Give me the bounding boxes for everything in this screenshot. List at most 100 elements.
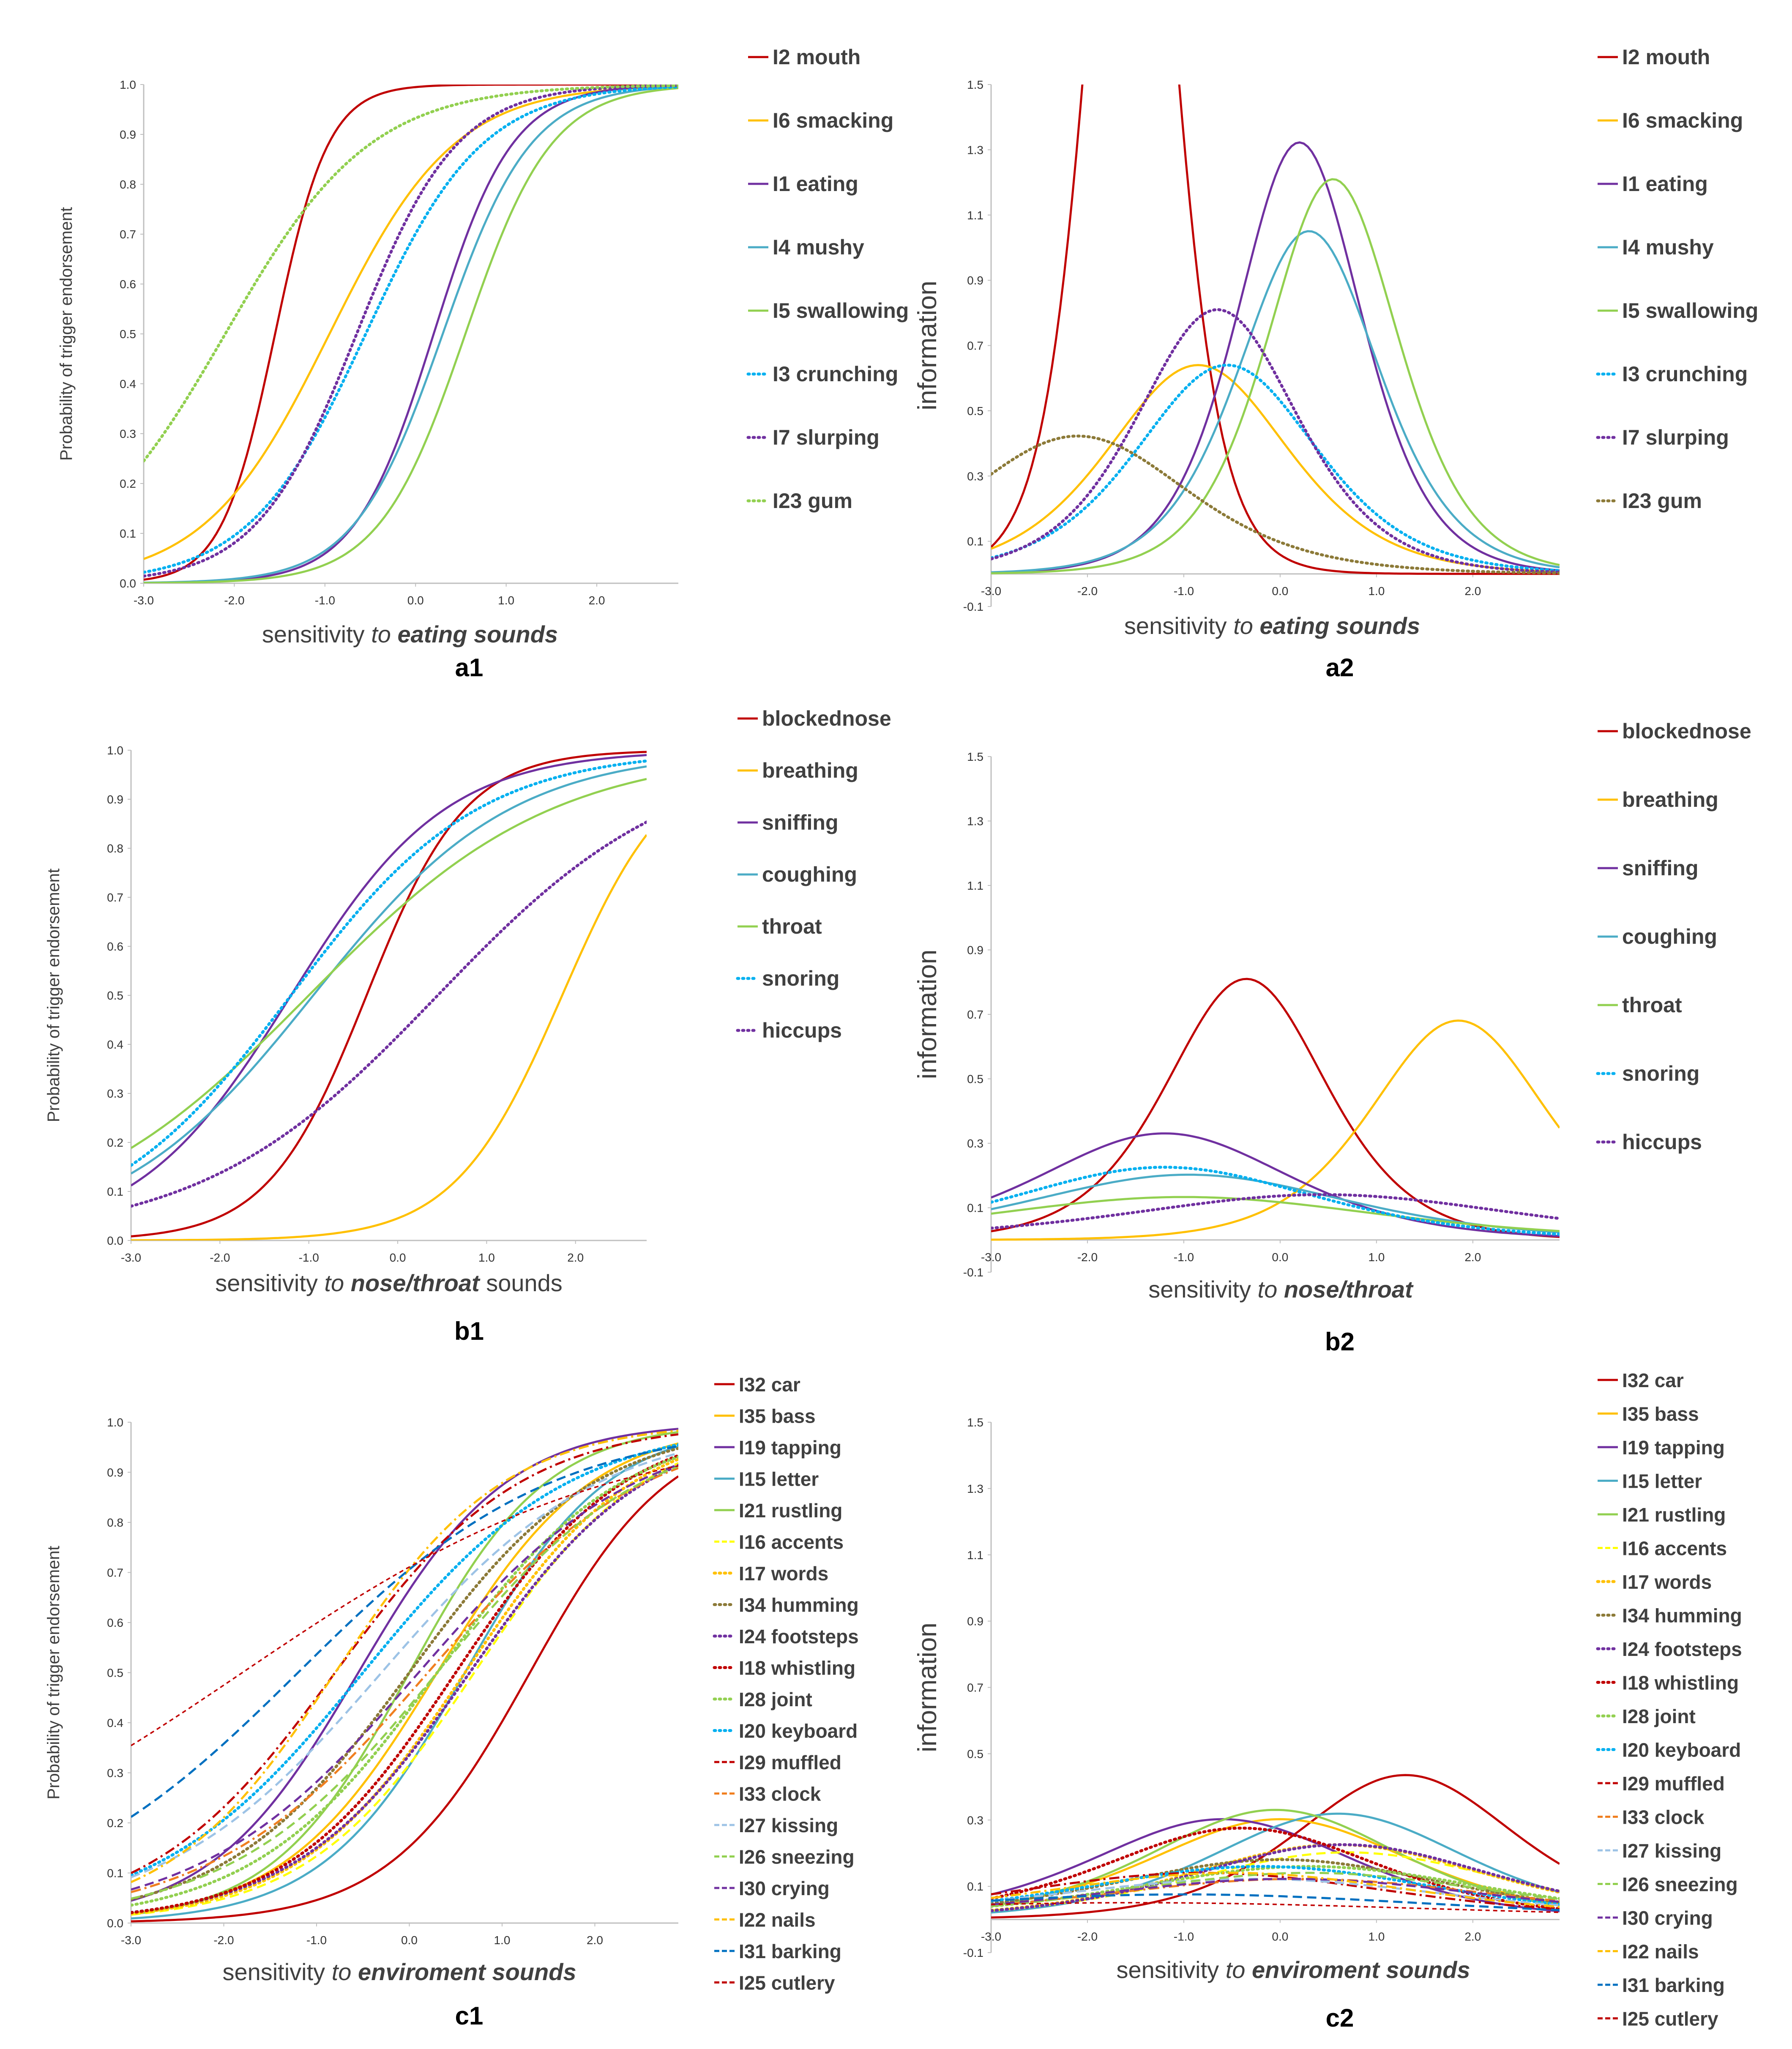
legend-b1: blockednose breathing sniffing coughing thro… bbox=[736, 707, 891, 1042]
legend-label: I3 crunching bbox=[773, 362, 898, 386]
series-line-c1-2 bbox=[131, 1428, 678, 1902]
series-line-c1-19 bbox=[131, 1465, 678, 1746]
x-tick-label: -3.0 bbox=[981, 585, 1001, 598]
y-axis-label: information bbox=[913, 1623, 942, 1752]
legend-label: I3 crunching bbox=[1622, 362, 1748, 386]
y-tick-label: 1.5 bbox=[967, 750, 983, 763]
legend-label: I26 sneezing bbox=[1622, 1874, 1738, 1896]
legend-label: coughing bbox=[762, 863, 857, 886]
series-line-c2-8 bbox=[991, 1843, 1560, 1912]
x-tick-label: -1.0 bbox=[299, 1251, 319, 1264]
legend-label: sniffing bbox=[762, 811, 839, 834]
x-tick-label: 2.0 bbox=[1464, 1930, 1481, 1943]
series-line-c2-14 bbox=[991, 1878, 1560, 1907]
series-line-c1-0 bbox=[131, 1475, 678, 1923]
y-tick-label: 0.9 bbox=[120, 128, 136, 141]
chart-c1: 0.0 0.1 0.2 0.3 0.4 0.5 0.6 0.7 0.8 0.9 1.0 -3.0 -2.… bbox=[44, 1374, 859, 2030]
series-line-a1-0 bbox=[144, 85, 678, 581]
chart-c2: -0.1 0.1 0.3 0.5 0.7 0.9 1.1 1.3 1.5 -3.0 -2.0 -1.0… bbox=[913, 1369, 1742, 2032]
y-tick-label: 0.8 bbox=[107, 842, 123, 855]
x-tick-label: 2.0 bbox=[587, 1934, 603, 1947]
legend-label: I32 car bbox=[1622, 1369, 1684, 1391]
x-tick-label: -1.0 bbox=[306, 1934, 327, 1947]
y-tick-label: 0.1 bbox=[967, 1880, 983, 1893]
y-tick-label: 1.5 bbox=[967, 1416, 983, 1429]
y-tick-label: 0.0 bbox=[107, 1234, 123, 1247]
legend-label: I31 barking bbox=[739, 1940, 841, 1962]
series-line-a2-2 bbox=[991, 141, 1560, 574]
y-tick-label: -0.1 bbox=[963, 1266, 983, 1279]
series-line-c1-14 bbox=[131, 1452, 678, 1878]
x-tick-label: 2.0 bbox=[589, 594, 605, 607]
legend-label: I7 slurping bbox=[1622, 426, 1729, 449]
x-axis-label: sensitivity to eating sounds bbox=[1124, 612, 1420, 639]
y-tick-label: 1.1 bbox=[967, 1549, 983, 1562]
y-tick-label: 0.7 bbox=[107, 891, 123, 904]
y-tick-label: 0.5 bbox=[967, 1073, 983, 1086]
x-tick-label: -2.0 bbox=[1077, 1930, 1098, 1943]
legend-label: blockednose bbox=[1622, 719, 1751, 743]
legend-label: I1 eating bbox=[773, 172, 858, 196]
series-line-a2-3 bbox=[991, 230, 1560, 574]
legend-label: I22 nails bbox=[739, 1909, 816, 1931]
y-tick-label: 0.4 bbox=[107, 1038, 123, 1051]
legend-label: I20 keyboard bbox=[739, 1720, 858, 1742]
series-line-b2-1 bbox=[991, 1019, 1560, 1241]
series-line-b1-5 bbox=[131, 759, 647, 1167]
legend-label: I23 gum bbox=[773, 489, 852, 513]
legend-label: throat bbox=[762, 915, 822, 938]
series-line-c1-8 bbox=[131, 1464, 678, 1914]
chart-b1: 0.0 0.1 0.2 0.3 0.4 0.5 0.6 0.7 0.8 0.9 1.0 -3.0 -2.… bbox=[44, 707, 891, 1345]
legend-label: I16 accents bbox=[739, 1531, 844, 1553]
legend-label: I34 humming bbox=[739, 1594, 859, 1616]
legend-label: hiccups bbox=[762, 1019, 842, 1042]
legend-label: I4 mushy bbox=[773, 235, 864, 259]
y-tick-label: 0.9 bbox=[967, 1615, 983, 1628]
y-tick-label: 1.0 bbox=[120, 78, 136, 91]
panel-label: a2 bbox=[1326, 653, 1354, 682]
legend-label: I7 slurping bbox=[773, 426, 880, 449]
legend-label: I2 mouth bbox=[1622, 45, 1710, 69]
legend-a2: I2 mouth I6 smacking I1 eating I4 mushy I5 s… bbox=[1596, 45, 1758, 513]
series-line-a2-0 bbox=[991, 85, 1560, 575]
y-tick-label: 0.5 bbox=[107, 989, 123, 1002]
y-tick-label: 1.1 bbox=[967, 879, 983, 892]
legend-label: I5 swallowing bbox=[1622, 299, 1758, 322]
y-tick-label: 0.5 bbox=[107, 1667, 123, 1680]
y-tick-label: 0.2 bbox=[107, 1817, 123, 1830]
x-tick-label: 1.0 bbox=[498, 594, 514, 607]
legend-label: I21 rustling bbox=[1622, 1504, 1726, 1526]
panel-label: b1 bbox=[454, 1317, 484, 1345]
legend-label: I16 accents bbox=[1622, 1538, 1727, 1560]
y-axis-label: Probability of trigger endorsement bbox=[57, 207, 76, 461]
y-tick-label: 1.1 bbox=[967, 209, 983, 222]
series-line-c1-4 bbox=[131, 1431, 678, 1916]
legend-label: sniffing bbox=[1622, 856, 1699, 880]
x-tick-label: -2.0 bbox=[1077, 1251, 1098, 1264]
legend-label: I27 kissing bbox=[739, 1814, 838, 1836]
y-tick-label: 0.0 bbox=[120, 577, 136, 590]
y-tick-label: 1.0 bbox=[107, 744, 123, 757]
y-tick-label: 0.2 bbox=[107, 1136, 123, 1149]
panel-label: c2 bbox=[1326, 2004, 1354, 2032]
y-tick-label: 0.3 bbox=[107, 1767, 123, 1780]
legend-label: I17 words bbox=[1622, 1571, 1712, 1593]
y-tick-label: 0.9 bbox=[967, 944, 983, 957]
x-tick-label: -2.0 bbox=[210, 1251, 230, 1264]
series-line-c1-11 bbox=[131, 1443, 678, 1877]
y-tick-label: 0.1 bbox=[107, 1185, 123, 1198]
series-line-b1-4 bbox=[131, 778, 647, 1149]
x-tick-label: 0.0 bbox=[1272, 1251, 1288, 1264]
y-tick-label: 0.6 bbox=[107, 1616, 123, 1629]
legend-label: I35 bass bbox=[1622, 1403, 1699, 1425]
legend-label: I33 clock bbox=[739, 1783, 821, 1805]
x-tick-label: 1.0 bbox=[1368, 585, 1385, 598]
legend-label: I15 letter bbox=[739, 1468, 819, 1490]
series-line-c2-4 bbox=[991, 1809, 1560, 1907]
y-tick-label: 0.6 bbox=[107, 940, 123, 953]
y-axis-label: Probability of trigger endorsement bbox=[44, 869, 63, 1122]
series-line-c1-10 bbox=[131, 1455, 678, 1907]
series-line-c2-0 bbox=[991, 1774, 1560, 1919]
series-line-c1-12 bbox=[131, 1433, 678, 1874]
